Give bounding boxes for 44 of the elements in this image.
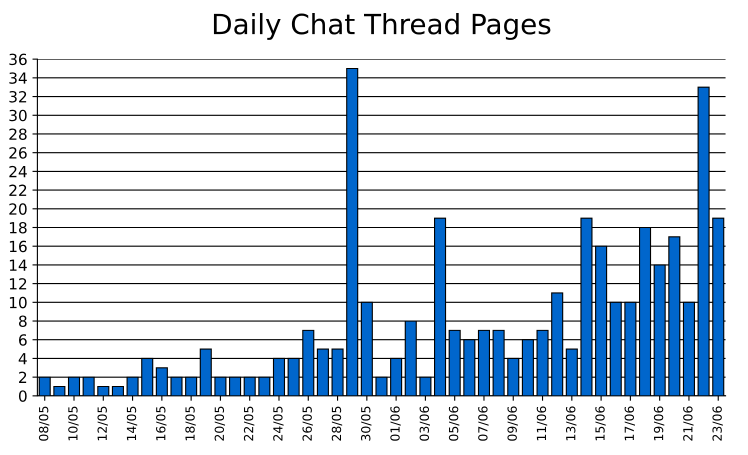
x-tick-label: 22/05 (244, 406, 254, 441)
x-tick-label: 17/06 (624, 406, 635, 440)
y-tick-label: 24 (9, 166, 27, 178)
x-tick-label: 10/05 (68, 406, 79, 440)
x-tick-label: 19/06 (654, 406, 664, 440)
y-tick-label: 6 (19, 334, 27, 346)
x-tick-label: 21/06 (683, 406, 694, 441)
x-tick-label: 08/05 (38, 406, 50, 441)
y-tick-label: 36 (9, 54, 27, 66)
y-tick-label: 20 (9, 203, 27, 215)
y-tick-label: 30 (9, 110, 27, 122)
x-tick-label: 23/06 (712, 406, 723, 441)
x-tick-label: 07/06 (478, 406, 489, 441)
y-tick-label: 12 (10, 278, 26, 290)
y-tick-label: 32 (9, 91, 26, 103)
y-tick-label: 26 (9, 147, 27, 159)
x-tick-label: 01/06 (390, 406, 401, 441)
x-tick-label: 24/05 (273, 406, 284, 441)
x-tick-label: 20/05 (214, 406, 226, 441)
y-tick-label: 28 (9, 128, 27, 140)
y-tick-label: 10 (10, 296, 27, 308)
x-tick-label: 09/06 (507, 406, 518, 441)
y-tick-label: 22 (9, 184, 26, 196)
y-tick-label: 4 (18, 353, 27, 364)
x-tick-label: 05/06 (448, 406, 460, 441)
y-tick-label: 0 (18, 390, 27, 402)
x-tick-label: 13/06 (566, 406, 576, 440)
y-tick-label: 14 (10, 260, 27, 271)
y-tick-label: 2 (19, 372, 26, 383)
chart-title: Daily Chat Thread Pages (214, 13, 550, 40)
x-tick-label: 03/06 (420, 406, 430, 441)
y-tick-label: 8 (18, 315, 27, 328)
x-tick-label: 18/05 (185, 406, 196, 440)
x-tick-label: 30/05 (361, 406, 372, 441)
x-tick-label: 15/06 (595, 406, 606, 440)
y-tick-label: 18 (10, 222, 27, 234)
x-tick-label: 28/05 (332, 406, 342, 441)
x-tick-label: 26/05 (302, 406, 313, 441)
x-tick-label: 16/05 (156, 406, 166, 440)
x-tick-label: 12/05 (97, 406, 108, 440)
x-tick-label: 11/06 (536, 406, 548, 440)
x-tick-label: 14/05 (126, 406, 138, 440)
y-tick-label: 16 (10, 240, 27, 252)
y-tick-label: 34 (9, 72, 27, 84)
